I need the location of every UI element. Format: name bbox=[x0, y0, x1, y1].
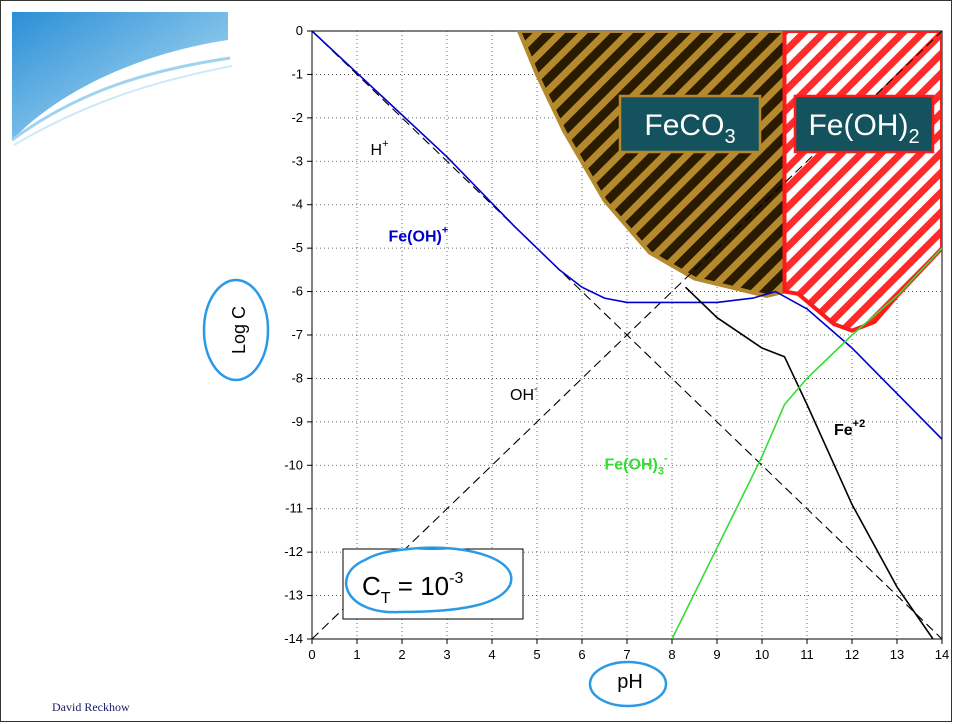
region-label-box bbox=[793, 94, 935, 154]
x-tick-label: 1 bbox=[353, 647, 360, 662]
x-tick-label: 7 bbox=[623, 647, 630, 662]
x-tick-label: 3 bbox=[443, 647, 450, 662]
x-axis-label: pH bbox=[617, 671, 643, 693]
species-label-h-: H+ bbox=[371, 138, 389, 159]
x-tick-label: 0 bbox=[308, 647, 315, 662]
y-tick-label: -8 bbox=[291, 370, 303, 385]
ct-label: C bbox=[362, 571, 381, 601]
species-label-fe-oh-3-: Fe(OH)3- bbox=[605, 453, 668, 478]
x-tick-label: 11 bbox=[800, 647, 814, 662]
x-tick-label: 5 bbox=[533, 647, 540, 662]
species-label-oh-: OH- bbox=[510, 383, 538, 404]
y-tick-label: -14 bbox=[284, 631, 303, 646]
ct-superscript: -3 bbox=[449, 570, 463, 587]
x-tick-label: 13 bbox=[890, 647, 904, 662]
region-label-box bbox=[618, 94, 762, 154]
slide-swoosh-decoration bbox=[11, 12, 233, 146]
ct-subscript: T bbox=[381, 590, 391, 607]
y-tick-label: -2 bbox=[291, 110, 303, 125]
x-tick-label: 9 bbox=[713, 647, 720, 662]
y-axis-label: Log C bbox=[229, 306, 249, 354]
ct-box bbox=[342, 548, 524, 620]
x-tick-label: 12 bbox=[845, 647, 859, 662]
x-tick-label: 6 bbox=[578, 647, 585, 662]
y-tick-label: -3 bbox=[291, 153, 303, 168]
axis-ticks: 0 1 2 3 4 5 6 7 8 9 10 11 12 13 140-1-2-3-4-5-6-7-8-9-… bbox=[284, 23, 949, 662]
y-tick-label: -5 bbox=[291, 240, 303, 255]
series-line-fe-oh- bbox=[312, 31, 942, 440]
ct-annotation: CT = 10-3 bbox=[342, 546, 524, 620]
species-lines bbox=[312, 31, 942, 639]
y-tick-label: 0 bbox=[296, 23, 303, 38]
x-tick-label: 2 bbox=[398, 647, 405, 662]
y-tick-label: -6 bbox=[291, 284, 303, 299]
y-tick-label: -4 bbox=[291, 197, 303, 212]
x-tick-label: 10 bbox=[755, 647, 769, 662]
species-labels: FeCO3 Fe(OH)2 H+ Fe(OH)+ OH- Fe+2 Fe(OH)3- bbox=[371, 94, 935, 478]
x-axis-label-circle-annotation bbox=[588, 660, 668, 708]
series-line-fe-oh-3- bbox=[671, 247, 942, 639]
y-tick-label: -13 bbox=[284, 588, 303, 603]
y-tick-label: -9 bbox=[291, 414, 303, 429]
x-tick-label: 8 bbox=[668, 647, 675, 662]
x-tick-label: 14 bbox=[935, 647, 949, 662]
y-tick-label: -10 bbox=[284, 457, 303, 472]
y-axis-label-circle-annotation bbox=[202, 278, 270, 382]
y-tick-label: -1 bbox=[291, 66, 303, 81]
ct-circle-annotation bbox=[345, 546, 513, 614]
region-label-feco3: FeCO3 bbox=[644, 109, 735, 148]
region-label-fe-oh-2: Fe(OH)2 bbox=[808, 109, 919, 148]
ct-equals: = 10 bbox=[391, 571, 450, 601]
svg-text:CT = 10-3: CT = 10-3 bbox=[362, 570, 463, 607]
series-line-fe-2 bbox=[684, 286, 934, 639]
species-label-fe-2: Fe+2 bbox=[834, 418, 865, 439]
footer-author: David Reckhow bbox=[52, 700, 130, 714]
y-tick-label: -7 bbox=[291, 327, 303, 342]
species-label-fe-oh-: Fe(OH)+ bbox=[389, 225, 449, 246]
x-tick-label: 4 bbox=[488, 647, 495, 662]
y-tick-label: -12 bbox=[284, 544, 303, 559]
y-tick-label: -11 bbox=[285, 501, 303, 516]
